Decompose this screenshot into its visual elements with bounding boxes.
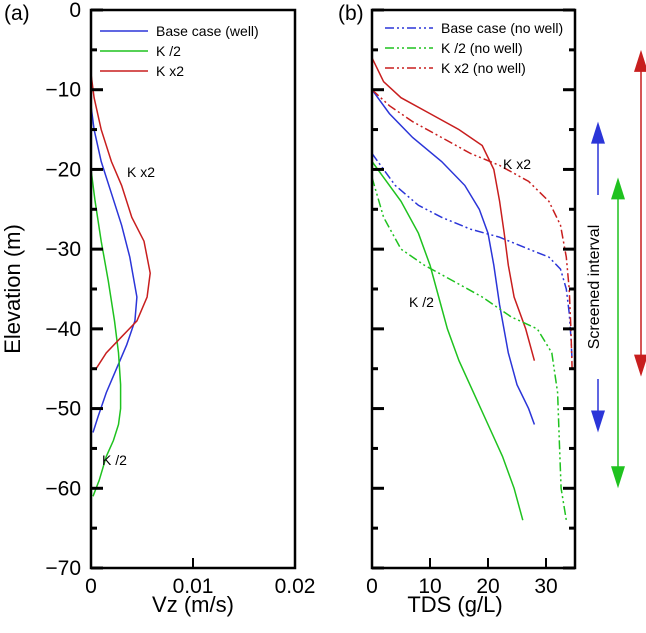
panel-b-series-3 (371, 153, 573, 361)
panel-b-legend: Base case (no well) K /2 (no well) K x2 (n… (385, 20, 563, 76)
panel-a-series-group (90, 73, 151, 497)
panel-a-legend-label: K x2 (156, 63, 184, 79)
screened-interval-arrow-head-up (634, 49, 646, 72)
panel-a-x-tick-label: 0.02 (275, 575, 316, 598)
panel-a-frame (89, 8, 297, 570)
panel-a-series-2 (90, 73, 151, 370)
panel-b-x-tick-label: 0 (366, 575, 378, 598)
panel-b-label: (b) (338, 2, 364, 25)
panel-a-x-ticks: 0 0.01 0.02 (85, 558, 315, 598)
panel-b-x-tick-label: 10 (418, 575, 441, 598)
screened-interval-arrow-head-down (591, 410, 605, 433)
panel-a-y-tick-label: −40 (45, 318, 81, 341)
panel-a-series-0 (90, 105, 138, 433)
panel-a-annotation-kdiv2: K /2 (102, 452, 127, 468)
panel-b: (b) 0 10 20 30 TDS (g/L) Base case (no well… (338, 2, 646, 617)
panel-a-annotation-kx2: K x2 (127, 164, 155, 180)
screened-interval-arrow-head-up (591, 121, 605, 144)
panel-a-y-axis-title: Elevation (m) (0, 224, 25, 354)
panel-b-legend-label: K x2 (no well) (441, 60, 526, 76)
panel-b-series-5 (371, 89, 573, 369)
screened-interval-label: Screened interval (586, 225, 603, 350)
panel-a-series-1 (90, 169, 122, 497)
panel-b-x-axis-title: TDS (g/L) (407, 592, 502, 617)
panel-a-legend-label: Base case (well) (156, 23, 259, 39)
panel-a-label: (a) (4, 2, 30, 25)
panel-a-legend: Base case (well) K /2 K x2 (100, 23, 259, 79)
screened-interval-arrow-head-up (611, 177, 625, 200)
panel-a-y-tick-label: −60 (45, 477, 81, 500)
panel-b-x-ticks: 0 10 20 30 (366, 558, 558, 598)
panel-a: (a) 0 −10 −20 −30 −40 −50 −60 −70 0 0.01 0.02 Vz … (0, 0, 315, 617)
panel-b-series-2 (371, 57, 536, 361)
panel-b-y-ticks (372, 8, 575, 570)
panel-a-y-tick-label: −10 (45, 79, 81, 102)
panel-b-series-0 (371, 89, 536, 425)
panel-b-annotation-kdiv2: K /2 (409, 294, 434, 310)
panel-a-y-tick-label: −30 (45, 238, 81, 261)
panel-a-x-tick-label: 0 (85, 575, 97, 598)
panel-a-legend-label: K /2 (156, 43, 181, 59)
panel-a-y-tick-label: −50 (45, 398, 81, 421)
panel-b-series-4 (371, 177, 568, 521)
panel-b-legend-label: K /2 (no well) (441, 40, 523, 56)
screened-interval-label-bg (591, 195, 607, 379)
panel-b-series-group (371, 57, 573, 521)
screened-interval-arrow-head-down (611, 466, 625, 489)
panel-a-y-tick-label: −70 (45, 557, 81, 580)
screened-interval-arrows (591, 49, 646, 489)
panel-b-legend-label: Base case (no well) (441, 20, 563, 36)
panel-b-x-tick-label: 30 (534, 575, 557, 598)
panel-b-x-tick-label: 20 (476, 575, 499, 598)
panel-a-y-tick-label: −20 (45, 158, 81, 181)
panel-a-y-ticks: 0 −10 −20 −30 −40 −50 −60 −70 (45, 0, 103, 580)
panel-b-frame (370, 8, 577, 570)
panel-a-x-axis-title: Vz (m/s) (152, 592, 234, 617)
panel-b-annotation-kx2: K x2 (503, 156, 531, 172)
panel-b-series-1 (371, 161, 524, 521)
screened-interval-arrow-head-down (634, 354, 646, 377)
panel-a-y-tick-label: 0 (69, 0, 81, 22)
panel-a-x-tick-label: 0.01 (173, 575, 214, 598)
